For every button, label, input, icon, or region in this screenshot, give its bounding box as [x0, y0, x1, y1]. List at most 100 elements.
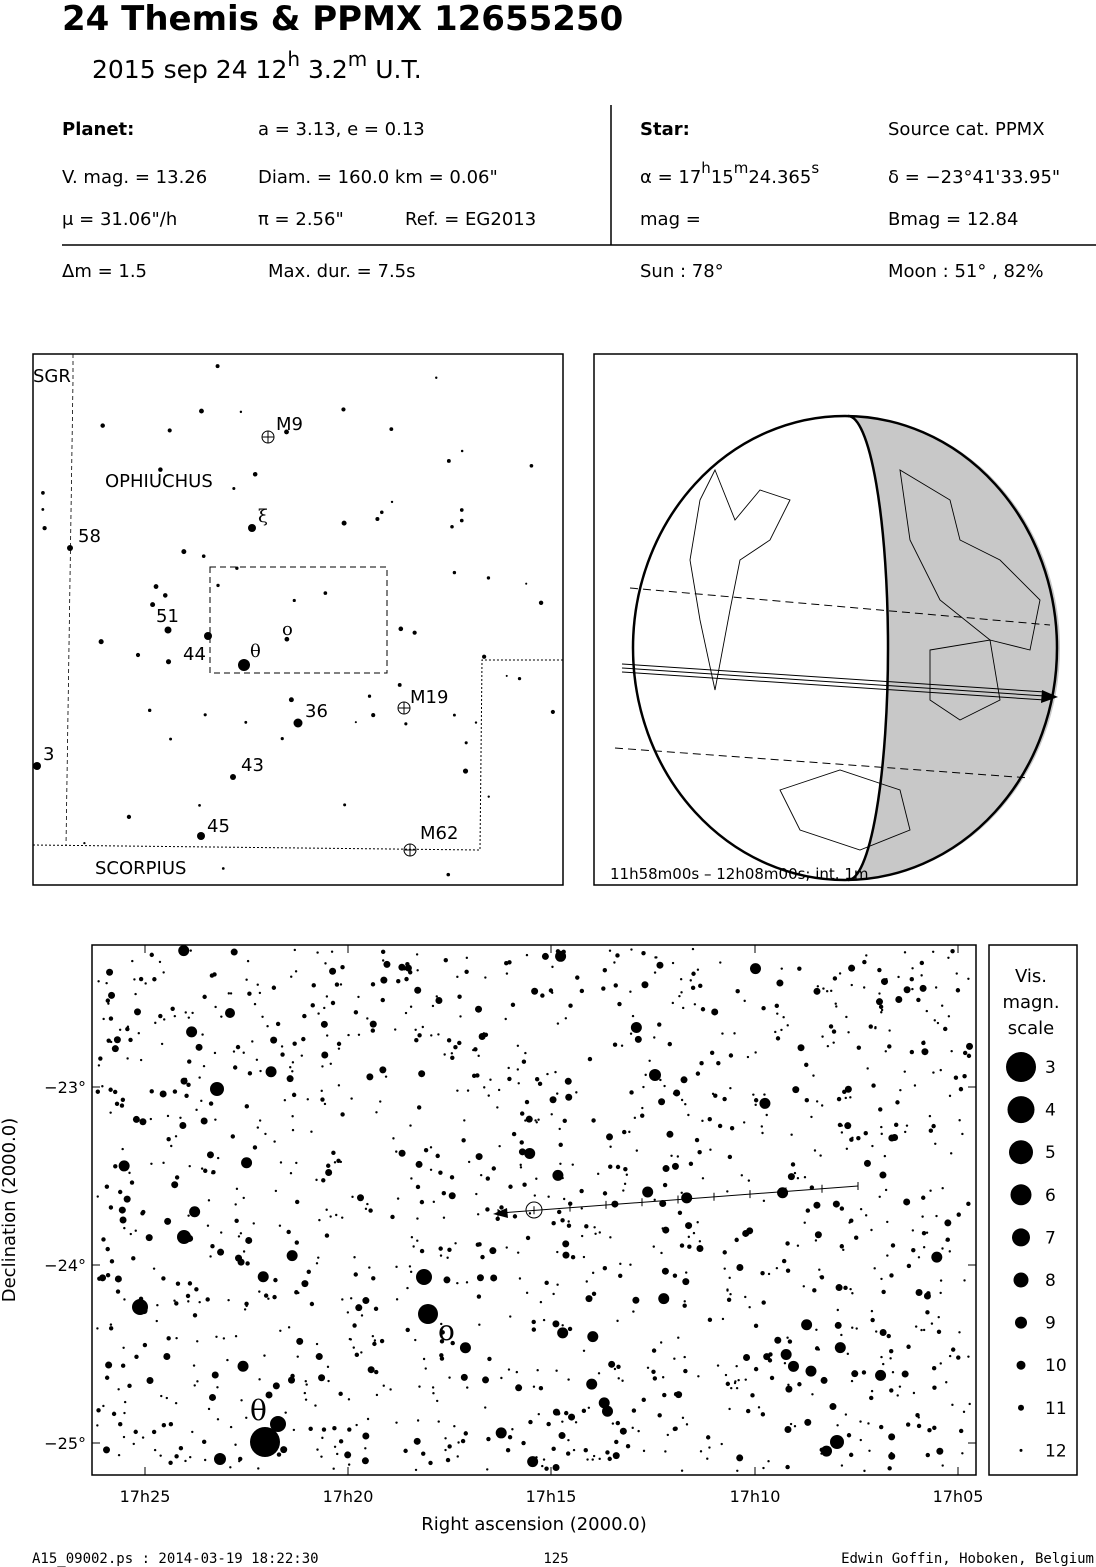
star	[630, 1021, 642, 1033]
star	[184, 1459, 187, 1463]
star	[199, 408, 204, 414]
star	[475, 1153, 483, 1161]
star	[508, 1184, 513, 1189]
finder-label: 45	[207, 816, 230, 837]
star	[252, 1222, 255, 1225]
star	[682, 1303, 687, 1308]
star	[859, 1420, 862, 1423]
star	[832, 976, 838, 981]
star	[204, 632, 212, 640]
star	[311, 983, 316, 988]
star	[489, 1078, 492, 1081]
star	[226, 1358, 229, 1362]
finder-label: θ	[250, 641, 261, 662]
star	[495, 1216, 500, 1222]
star	[817, 1348, 821, 1351]
star	[839, 1206, 845, 1211]
star	[752, 1093, 755, 1096]
star	[531, 987, 539, 995]
star	[537, 1118, 540, 1121]
star	[390, 1214, 395, 1220]
field: π = 2.56"	[258, 209, 344, 230]
star	[418, 1385, 421, 1388]
star	[200, 1167, 204, 1170]
star	[242, 1051, 245, 1054]
star	[310, 1130, 313, 1133]
star	[146, 1376, 154, 1384]
star	[662, 1226, 670, 1234]
star	[293, 948, 297, 952]
star	[582, 1255, 586, 1259]
star	[197, 832, 205, 840]
finder-label: 36	[305, 701, 328, 722]
star	[925, 1009, 928, 1013]
star	[552, 1169, 564, 1181]
star	[812, 1288, 817, 1293]
field: mag =	[640, 209, 701, 230]
star	[568, 1003, 573, 1008]
star	[371, 713, 376, 718]
star	[375, 516, 380, 521]
star	[555, 1369, 558, 1372]
x-tick-label: 17h15	[526, 1487, 577, 1506]
star	[828, 1024, 834, 1029]
star	[728, 1276, 731, 1280]
star	[531, 1319, 536, 1325]
star	[439, 1356, 445, 1361]
star	[711, 1008, 719, 1016]
star	[623, 1182, 627, 1186]
star	[871, 1144, 874, 1148]
star	[340, 965, 345, 970]
star	[527, 1456, 539, 1468]
star	[321, 1065, 324, 1068]
star	[838, 972, 842, 975]
star	[347, 1463, 351, 1466]
legend-label: 9	[1045, 1314, 1056, 1334]
star	[98, 639, 104, 645]
star	[450, 524, 454, 529]
star	[895, 995, 903, 1003]
star	[379, 1100, 382, 1103]
star	[432, 1391, 435, 1395]
star	[453, 1425, 456, 1428]
star	[911, 967, 914, 970]
star	[745, 1408, 751, 1414]
star	[368, 1208, 373, 1213]
star	[135, 652, 141, 658]
star	[803, 1221, 806, 1224]
field: Sun : 78°	[640, 261, 724, 282]
legend-dot	[1012, 1228, 1030, 1247]
star	[315, 1353, 323, 1361]
star	[419, 1199, 425, 1205]
star	[649, 1069, 661, 1081]
star	[304, 1380, 307, 1383]
star	[585, 1295, 593, 1303]
star	[475, 1005, 483, 1013]
star	[797, 1382, 802, 1387]
star	[239, 410, 243, 414]
star	[353, 1010, 359, 1015]
star	[785, 1241, 790, 1246]
star	[881, 1289, 886, 1295]
field: δ = −23°41'33.95"	[888, 167, 1060, 188]
star	[275, 1021, 281, 1027]
star	[450, 1052, 454, 1055]
star	[905, 1124, 909, 1127]
sup: s	[811, 159, 819, 177]
star	[123, 1400, 127, 1404]
star	[242, 1196, 245, 1200]
star	[814, 1239, 818, 1242]
cluster	[404, 844, 416, 856]
star	[615, 1420, 621, 1426]
star	[380, 997, 385, 1003]
star	[598, 1457, 601, 1461]
legend-dot	[1007, 1096, 1035, 1124]
star	[555, 1411, 561, 1416]
star	[366, 1073, 374, 1081]
star	[118, 1422, 123, 1427]
star	[859, 1207, 863, 1211]
star	[122, 1435, 126, 1439]
star	[568, 1413, 576, 1421]
star	[605, 1133, 613, 1141]
star	[945, 1381, 948, 1384]
